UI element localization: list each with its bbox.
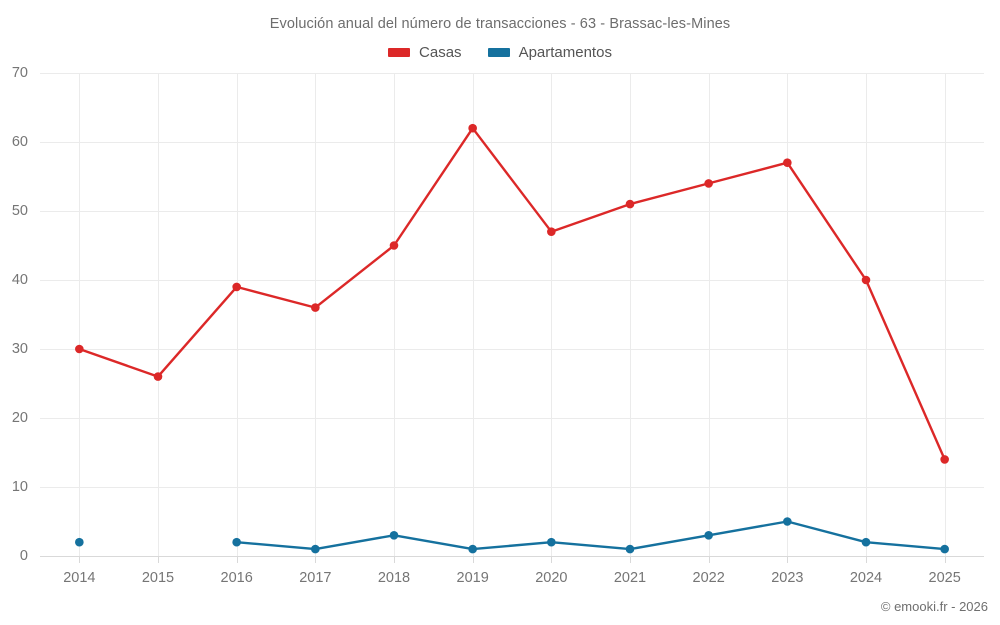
y-axis-tick-label: 40	[12, 272, 28, 288]
x-axis-tick-label: 2024	[850, 570, 882, 586]
chart-legend: Casas Apartamentos	[0, 44, 1000, 61]
x-axis-tick-label: 2015	[142, 570, 174, 586]
data-point-casas[interactable]	[153, 372, 163, 381]
data-point-apartamentos[interactable]	[783, 517, 792, 526]
x-axis-tick-label: 2023	[771, 570, 803, 586]
data-point-casas[interactable]	[704, 179, 713, 188]
data-point-casas[interactable]	[547, 227, 556, 236]
chart-title: Evolución anual del número de transaccio…	[269, 16, 731, 32]
data-point-apartamentos[interactable]	[311, 544, 320, 554]
x-axis-tick-label: 2022	[693, 570, 725, 586]
data-point-apartamentos[interactable]	[389, 531, 399, 540]
data-point-apartamentos[interactable]	[468, 544, 477, 554]
y-axis-tick-label: 10	[12, 479, 28, 495]
legend-label-apartamentos: Apartamentos	[518, 44, 612, 61]
legend-label-casas: Casas	[419, 44, 462, 61]
legend-item-casas[interactable]: Casas	[388, 44, 462, 61]
data-point-apartamentos[interactable]	[75, 537, 84, 547]
x-axis-tick-label: 2021	[614, 570, 646, 586]
y-axis-tick-label: 0	[20, 548, 28, 564]
data-point-apartamentos[interactable]	[232, 537, 241, 547]
data-point-apartamentos[interactable]	[704, 531, 713, 540]
series-line-casas	[78, 126, 946, 461]
data-point-casas[interactable]	[625, 199, 635, 209]
legend-item-apartamentos[interactable]: Apartamentos	[487, 44, 612, 61]
data-point-casas[interactable]	[940, 455, 949, 464]
x-axis-tick-label: 2014	[63, 570, 95, 586]
data-point-casas[interactable]	[232, 282, 241, 292]
data-point-apartamentos[interactable]	[861, 537, 871, 547]
data-point-apartamentos[interactable]	[547, 537, 556, 547]
data-point-casas[interactable]	[468, 123, 477, 133]
y-axis-tick-label: 20	[12, 410, 28, 426]
data-point-casas[interactable]	[75, 344, 84, 354]
y-axis-tick-label: 50	[12, 203, 28, 219]
data-point-casas[interactable]	[783, 158, 792, 167]
x-axis-tick-label: 2017	[299, 570, 331, 586]
x-axis-tick-label: 2025	[929, 570, 961, 586]
series-line-apartamentos	[235, 520, 946, 551]
data-point-casas[interactable]	[861, 275, 871, 285]
x-axis-tick-label: 2018	[378, 570, 410, 586]
data-point-apartamentos[interactable]	[625, 544, 635, 554]
legend-swatch-casas	[388, 48, 411, 57]
x-axis-tick-label: 2019	[457, 570, 489, 586]
x-axis-tick-label: 2016	[221, 570, 253, 586]
y-axis-tick-label: 70	[12, 65, 28, 81]
data-point-casas[interactable]	[311, 303, 320, 312]
x-axis-tick-label: 2020	[535, 570, 567, 586]
data-point-apartamentos[interactable]	[940, 544, 949, 554]
y-axis-tick-label: 30	[12, 341, 28, 357]
legend-swatch-apartamentos	[487, 48, 510, 57]
data-point-casas[interactable]	[389, 241, 399, 250]
y-axis-tick-label: 60	[12, 134, 28, 150]
copyright-credit: © emooki.fr - 2026	[880, 599, 988, 614]
